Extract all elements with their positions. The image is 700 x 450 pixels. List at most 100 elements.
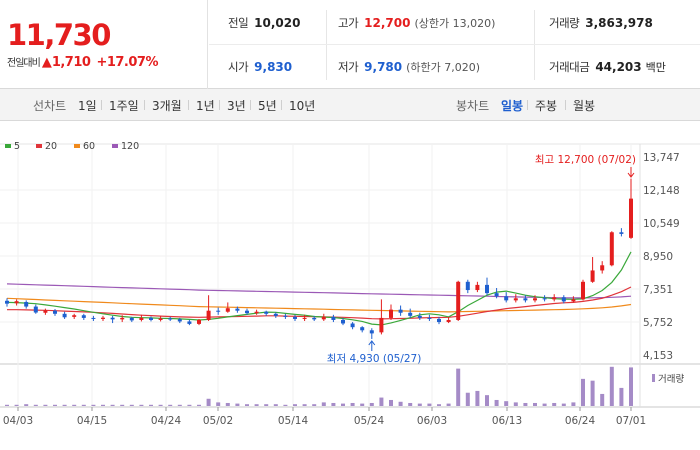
volume-bar <box>149 404 153 406</box>
volume-bar <box>341 403 345 406</box>
tab-1year[interactable]: 1년 <box>196 99 215 113</box>
high-annotation: 최고 12,700 (07/02) <box>535 154 636 166</box>
legend-label-20: 20 <box>45 141 57 152</box>
low-annotation: 최저 4,930 (05/27) <box>327 353 422 365</box>
volume-bar <box>475 390 480 406</box>
legend-swatch-5 <box>5 144 11 148</box>
tab-1week[interactable]: 1주일 <box>109 99 139 113</box>
volume-bar <box>456 368 461 406</box>
volume-bar <box>33 404 38 406</box>
volume-bar <box>216 402 221 406</box>
volume-bar <box>197 404 201 406</box>
trade-value-unit: 백만 <box>645 61 666 74</box>
volume-bar <box>408 402 413 406</box>
candle-body <box>197 319 201 324</box>
candle-chart-label: 봉차트 <box>456 99 490 113</box>
tab-weekly[interactable]: 주봉 <box>535 99 558 113</box>
volume-bar <box>619 387 624 406</box>
tab-daily[interactable]: 일봉 <box>501 99 524 113</box>
x-tick-label: 05/14 <box>278 415 309 427</box>
volume-bar <box>110 404 115 406</box>
candle-body <box>398 309 403 313</box>
prev-close-value: 10,020 <box>254 16 301 30</box>
x-tick-label: 05/24 <box>354 415 385 427</box>
tab-divider <box>188 100 189 110</box>
tab-divider <box>101 100 102 110</box>
candle-body <box>177 319 182 322</box>
legend-label-60: 60 <box>83 141 95 152</box>
tab-monthly[interactable]: 월봉 <box>573 99 596 113</box>
candle-body <box>273 313 278 316</box>
volume-bar <box>494 399 499 406</box>
volume-bar <box>302 404 307 406</box>
candle-body <box>293 316 297 319</box>
candle-body <box>14 301 19 304</box>
candle-body <box>427 317 432 319</box>
volume-bar <box>187 404 192 406</box>
tab-3year[interactable]: 3년 <box>227 99 246 113</box>
tab-divider <box>281 100 282 110</box>
volume-bar <box>427 403 432 406</box>
high-value: 12,700 <box>364 16 411 30</box>
quote-panel: 11,730 전일대비 ▲1,710 +17.07% 전일 10,020 고가 12,7… <box>0 0 700 89</box>
candle-body <box>129 317 134 321</box>
volume-bar <box>14 404 19 406</box>
volume-bar <box>561 403 566 406</box>
candle-body <box>561 297 566 302</box>
volume-bar <box>158 404 163 406</box>
volume-bar <box>379 397 384 406</box>
candle-body <box>187 321 192 324</box>
volume-bar <box>312 404 317 406</box>
volume-bar <box>437 404 441 406</box>
volume-bar <box>72 404 77 406</box>
volume-bar <box>581 378 585 406</box>
candle-body <box>149 317 153 320</box>
candle-body <box>571 299 576 302</box>
candle-body <box>43 310 48 313</box>
candle-body <box>600 265 605 271</box>
volume-value: 3,863,978 <box>585 16 653 30</box>
volume-bar <box>81 404 86 406</box>
line-chart-label: 선차트 <box>33 99 67 113</box>
candle-body <box>158 318 163 320</box>
high-price: 고가 12,700 (상한가 13,020) <box>338 15 495 31</box>
x-tick-label: 07/01 <box>616 415 646 427</box>
column-divider <box>326 10 327 80</box>
tab-1day[interactable]: 1일 <box>78 99 97 113</box>
volume-bar <box>225 402 230 406</box>
volume-bar <box>590 380 595 406</box>
candle-body <box>264 311 269 314</box>
candle-body <box>91 317 96 319</box>
candle-body <box>513 298 518 301</box>
candle-body <box>581 281 585 300</box>
volume-bar <box>485 395 489 406</box>
open-label: 시가 <box>228 60 249 74</box>
candle-body <box>494 293 499 297</box>
change-amount: 1,710 <box>51 55 91 70</box>
volume-bar <box>571 402 576 406</box>
candle-body <box>225 308 230 312</box>
x-tick-label: 04/24 <box>151 415 182 427</box>
volume-bar <box>129 404 134 406</box>
volume-bar <box>53 404 57 406</box>
ma-line-20 <box>7 286 632 320</box>
volume-bar <box>101 404 105 406</box>
lower-limit-note: (하한가 7,020) <box>406 61 481 74</box>
candle-body <box>590 270 595 282</box>
high-label: 고가 <box>338 16 359 30</box>
candle-body <box>101 317 105 319</box>
volume-bar <box>504 401 509 406</box>
low-value: 9,780 <box>364 60 403 74</box>
change-row: 전일대비 ▲1,710 +17.07% <box>7 54 158 70</box>
candle-body <box>542 298 547 300</box>
volume-legend-label: 거래량 <box>658 373 684 385</box>
ma-line-60 <box>6 297 632 313</box>
candle-body <box>331 316 336 320</box>
volume-bar <box>629 367 633 406</box>
y-tick-label: 8,950 <box>643 251 673 263</box>
tab-10year[interactable]: 10년 <box>289 99 316 113</box>
volume-bar <box>609 366 614 406</box>
tab-3month[interactable]: 3개월 <box>152 99 182 113</box>
low-label: 저가 <box>338 60 359 74</box>
tab-5year[interactable]: 5년 <box>258 99 277 113</box>
